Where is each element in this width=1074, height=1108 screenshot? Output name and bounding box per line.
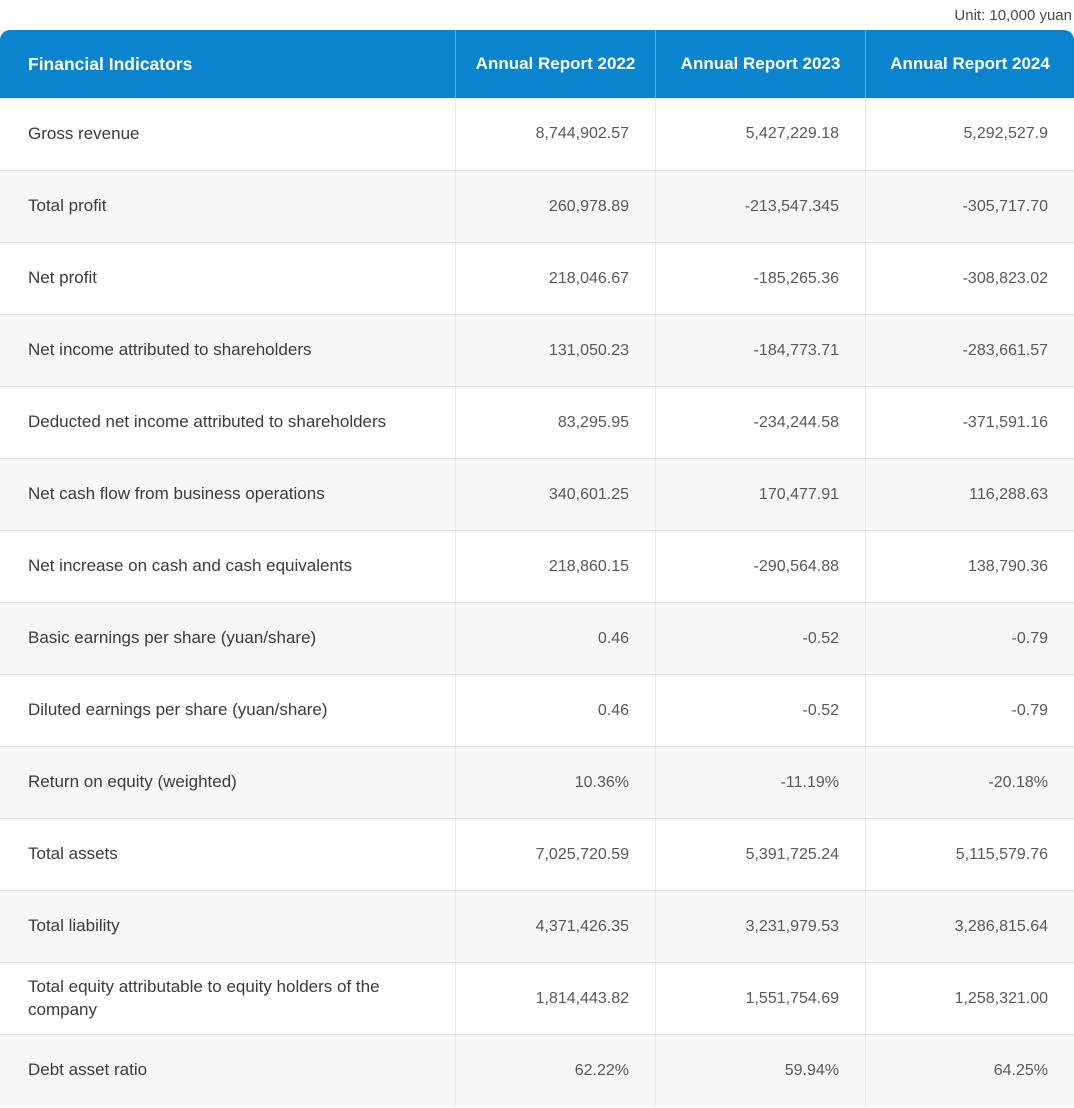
row-label: Basic earnings per share (yuan/share): [28, 628, 317, 648]
row-label: Return on equity (weighted): [28, 772, 237, 792]
cell-value-2024: -0.79: [865, 675, 1074, 746]
cell-value-2023: -11.19%: [655, 747, 865, 818]
header-annual-report-2023: Annual Report 2023: [655, 30, 865, 98]
cell-value-2024: -0.79: [865, 603, 1074, 674]
table-row: Total equity attributable to equity hold…: [0, 962, 1074, 1034]
table-row: Net profit 218,046.67 -185,265.36 -308,8…: [0, 242, 1074, 314]
cell-value-2024: -20.18%: [865, 747, 1074, 818]
table-row: Return on equity (weighted) 10.36% -11.1…: [0, 746, 1074, 818]
row-label: Total profit: [28, 196, 107, 216]
cell-value-2023: 3,231,979.53: [655, 891, 865, 962]
cell-value-2022: 131,050.23: [455, 315, 655, 386]
table-row: Diluted earnings per share (yuan/share) …: [0, 674, 1074, 746]
cell-value-2024: 138,790.36: [865, 531, 1074, 602]
cell-value-2022: 62.22%: [455, 1035, 655, 1106]
cell-value-2022: 7,025,720.59: [455, 819, 655, 890]
cell-value-2024: -283,661.57: [865, 315, 1074, 386]
cell-value-2023: -213,547.345: [655, 171, 865, 242]
row-label: Total liability: [28, 916, 120, 936]
cell-value-2022: 8,744,902.57: [455, 98, 655, 170]
cell-value-2023: 5,427,229.18: [655, 98, 865, 170]
cell-value-2023: 170,477.91: [655, 459, 865, 530]
table-row: Basic earnings per share (yuan/share) 0.…: [0, 602, 1074, 674]
cell-value-2023: -234,244.58: [655, 387, 865, 458]
cell-value-2024: 64.25%: [865, 1035, 1074, 1106]
cell-value-2024: -371,591.16: [865, 387, 1074, 458]
table-row: Net cash flow from business operations 3…: [0, 458, 1074, 530]
table-row: Total profit 260,978.89 -213,547.345 -30…: [0, 170, 1074, 242]
table-row: Deducted net income attributed to shareh…: [0, 386, 1074, 458]
cell-value-2023: -185,265.36: [655, 243, 865, 314]
table-row: Gross revenue 8,744,902.57 5,427,229.18 …: [0, 98, 1074, 170]
row-label: Debt asset ratio: [28, 1060, 148, 1080]
table-row: Total liability 4,371,426.35 3,231,979.5…: [0, 890, 1074, 962]
cell-value-2024: -305,717.70: [865, 171, 1074, 242]
cell-value-2023: -290,564.88: [655, 531, 865, 602]
cell-value-2022: 83,295.95: [455, 387, 655, 458]
cell-value-2022: 0.46: [455, 603, 655, 674]
table-header-row: Financial Indicators Annual Report 2022 …: [0, 30, 1074, 98]
row-label: Net profit: [28, 268, 97, 288]
table-row: Net income attributed to shareholders 13…: [0, 314, 1074, 386]
cell-value-2024: 3,286,815.64: [865, 891, 1074, 962]
cell-value-2023: -0.52: [655, 603, 865, 674]
cell-value-2024: -308,823.02: [865, 243, 1074, 314]
financial-indicators-table: Financial Indicators Annual Report 2022 …: [0, 30, 1074, 1106]
row-label: Net cash flow from business operations: [28, 484, 325, 504]
unit-label: Unit: 10,000 yuan: [954, 6, 1072, 24]
header-annual-report-2022: Annual Report 2022: [455, 30, 655, 98]
cell-value-2022: 0.46: [455, 675, 655, 746]
cell-value-2023: 1,551,754.69: [655, 963, 865, 1034]
cell-value-2024: 1,258,321.00: [865, 963, 1074, 1034]
cell-value-2023: -0.52: [655, 675, 865, 746]
row-label: Total equity attributable to equity hold…: [28, 976, 380, 1019]
row-label: Diluted earnings per share (yuan/share): [28, 700, 328, 720]
row-label: Deducted net income attributed to shareh…: [28, 412, 387, 432]
cell-value-2022: 1,814,443.82: [455, 963, 655, 1034]
table-row: Debt asset ratio 62.22% 59.94% 64.25%: [0, 1034, 1074, 1106]
cell-value-2022: 260,978.89: [455, 171, 655, 242]
row-label: Gross revenue: [28, 123, 140, 143]
cell-value-2023: -184,773.71: [655, 315, 865, 386]
cell-value-2024: 5,115,579.76: [865, 819, 1074, 890]
table-row: Net increase on cash and cash equivalent…: [0, 530, 1074, 602]
cell-value-2022: 218,860.15: [455, 531, 655, 602]
cell-value-2023: 59.94%: [655, 1035, 865, 1106]
cell-value-2024: 116,288.63: [865, 459, 1074, 530]
row-label: Net increase on cash and cash equivalent…: [28, 556, 353, 576]
row-label: Total assets: [28, 844, 118, 864]
table-body: Gross revenue 8,744,902.57 5,427,229.18 …: [0, 98, 1074, 1106]
row-label: Net income attributed to shareholders: [28, 340, 312, 360]
cell-value-2023: 5,391,725.24: [655, 819, 865, 890]
table-row: Total assets 7,025,720.59 5,391,725.24 5…: [0, 818, 1074, 890]
cell-value-2024: 5,292,527.9: [865, 98, 1074, 170]
header-annual-report-2024: Annual Report 2024: [865, 30, 1074, 98]
cell-value-2022: 4,371,426.35: [455, 891, 655, 962]
header-financial-indicators: Financial Indicators: [28, 53, 193, 74]
cell-value-2022: 218,046.67: [455, 243, 655, 314]
cell-value-2022: 340,601.25: [455, 459, 655, 530]
cell-value-2022: 10.36%: [455, 747, 655, 818]
